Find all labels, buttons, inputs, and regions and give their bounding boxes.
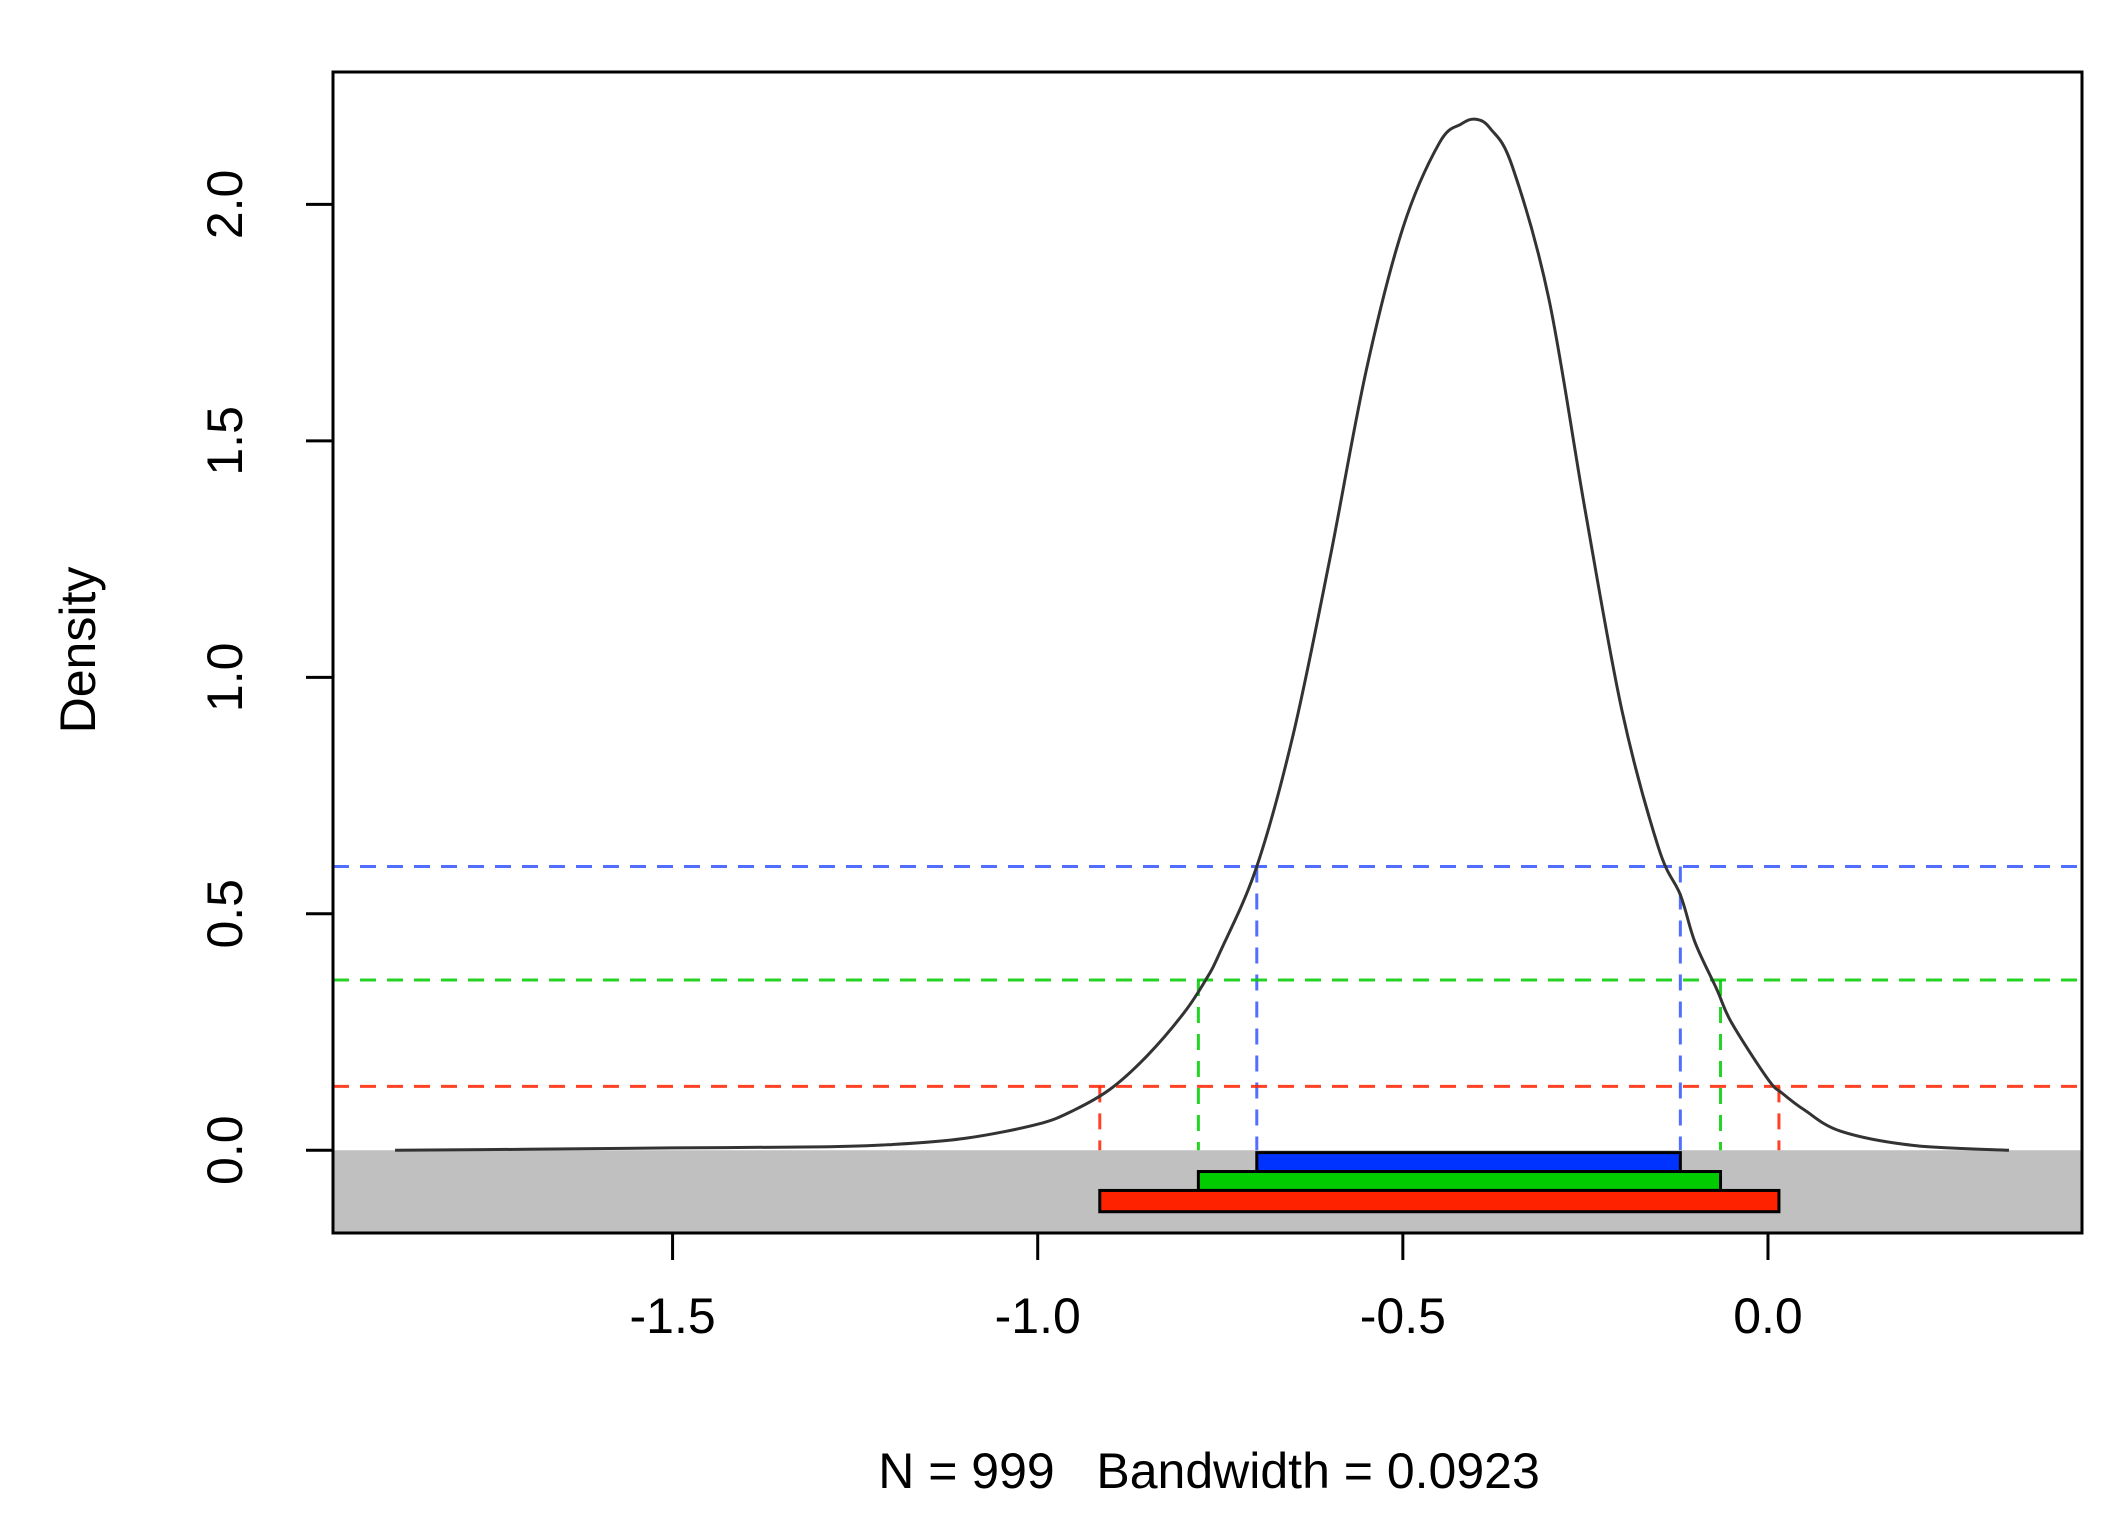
y-tick-label: 1.0 — [197, 643, 253, 713]
interval-bar-blue — [1255, 1151, 1682, 1174]
y-tick-label: 2.0 — [197, 170, 253, 240]
y-tick-label: 1.5 — [197, 406, 253, 476]
y-axis: 0.0 0.5 1.0 1.5 2.0 — [197, 170, 335, 1185]
interval-bar-green — [1196, 1170, 1723, 1192]
density-curve — [395, 117, 2010, 1152]
y-tick-label: 0.0 — [197, 1115, 253, 1185]
y-axis-label: Density — [50, 567, 106, 734]
x-axis-label: N = 999 Bandwidth = 0.0923 — [878, 1443, 1540, 1499]
x-tick-label: -1.5 — [629, 1288, 715, 1344]
y-tick-label: 0.5 — [197, 879, 253, 949]
x-axis: -1.5 -1.0 -0.5 0.0 — [629, 1231, 1803, 1344]
interval-bar-red — [1098, 1188, 1781, 1214]
density-curve-layer — [395, 117, 2010, 1152]
interval-bars-layer — [1098, 1151, 1781, 1214]
x-tick-label: -0.5 — [1360, 1288, 1446, 1344]
x-tick-label: -1.0 — [995, 1288, 1081, 1344]
x-tick-label: 0.0 — [1733, 1288, 1803, 1344]
